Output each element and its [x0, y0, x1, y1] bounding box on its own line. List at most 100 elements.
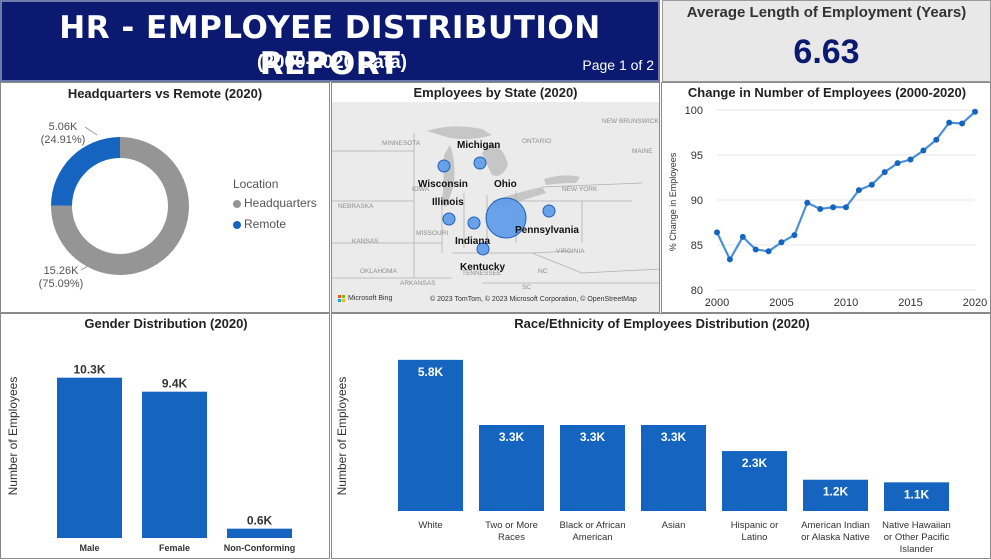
bar[interactable] — [398, 359, 463, 511]
bg-label-newbrunswick: NEW BRUNSWICK — [602, 118, 659, 125]
hq-leader-line — [80, 259, 100, 271]
data-point-2007[interactable] — [804, 199, 811, 206]
hq-pct-label: (75.09%) — [39, 278, 84, 290]
bg-label-ontario: ONTARIO — [522, 138, 551, 145]
data-point-2016[interactable] — [920, 147, 927, 154]
donut-slice-remote[interactable] — [51, 137, 120, 206]
line-yticks: 80 85 90 95 100 — [685, 105, 703, 297]
gender-bars[interactable]: 10.3K Male 9.4K Female 0.6K Non-Conforming — [57, 363, 295, 553]
bar[interactable] — [57, 377, 122, 538]
bubble-illinois[interactable] — [442, 212, 456, 226]
category-label: Latino — [742, 532, 768, 543]
state-map-panel[interactable]: Employees by State (2020) — [331, 82, 660, 313]
bg-label-minnesota: MINNESOTA — [382, 140, 421, 147]
data-point-2002[interactable] — [739, 233, 746, 240]
map-bubbles[interactable] — [437, 156, 556, 256]
bing-logo — [338, 295, 345, 302]
data-point-2009[interactable] — [830, 204, 837, 211]
data-point-2000[interactable] — [714, 229, 720, 236]
bubble-pennsylvania[interactable] — [542, 204, 556, 218]
category-label: or Other Pacific — [884, 532, 950, 543]
bar[interactable] — [722, 451, 787, 511]
category-label: Native Hawaiian — [882, 520, 951, 531]
bg-label-virginia: VIRGINIA — [556, 248, 585, 255]
bar[interactable] — [142, 391, 207, 538]
page-indicator[interactable]: Page 1 of 2 — [582, 57, 654, 73]
category-label: Female — [159, 543, 190, 553]
map-attribution[interactable]: © 2023 TomTom, © 2023 Microsoft Corporat… — [430, 296, 637, 303]
category-label: Male — [79, 543, 99, 553]
race-panel[interactable]: Race/Ethnicity of Employees Distribution… — [331, 313, 991, 559]
category-label: Hispanic or — [731, 520, 779, 531]
bubble-kentucky[interactable] — [476, 242, 490, 256]
data-point-2010[interactable] — [843, 204, 849, 211]
data-point-2020[interactable] — [972, 108, 978, 115]
employee-change-chart[interactable]: Change in Number of Employees (2000-2020… — [662, 83, 991, 314]
data-point-2017[interactable] — [933, 136, 940, 143]
data-point-2004[interactable] — [765, 248, 772, 255]
bar-value-label: 3.3K — [499, 430, 525, 444]
race-chart-title: Race/Ethnicity of Employees Distribution… — [514, 316, 809, 331]
ytick-label: 100 — [685, 105, 703, 117]
data-point-2012[interactable] — [868, 181, 875, 188]
label-ohio: Ohio — [494, 179, 517, 190]
label-indiana: Indiana — [455, 236, 491, 247]
data-point-2015[interactable] — [907, 156, 914, 163]
data-point-2006[interactable] — [791, 232, 798, 239]
line-chart-title: Change in Number of Employees (2000-2020… — [688, 85, 966, 100]
bubble-indiana[interactable] — [467, 216, 481, 230]
data-point-2008[interactable] — [817, 206, 824, 212]
data-point-2011[interactable] — [855, 187, 862, 194]
hq-remote-panel[interactable]: Headquarters vs Remote (2020) 5.06K (24.… — [0, 82, 330, 313]
bar[interactable] — [560, 425, 625, 511]
data-point-2013[interactable] — [881, 169, 888, 176]
legend-remote[interactable]: Remote — [233, 217, 286, 231]
data-point-2019[interactable] — [959, 120, 966, 127]
bubble-michigan[interactable] — [473, 156, 487, 170]
employee-change-panel[interactable]: Change in Number of Employees (2000-2020… — [661, 82, 991, 313]
bing-text: Microsoft Bing — [348, 295, 393, 302]
bg-label-arkansas: ARKANSAS — [400, 280, 436, 287]
ytick-label: 95 — [691, 150, 703, 162]
bar[interactable] — [227, 528, 292, 538]
label-illinois: Illinois — [432, 197, 464, 208]
bg-label-iowa: IOWA — [412, 186, 430, 193]
series-line — [716, 110, 976, 262]
gender-chart[interactable]: Gender Distribution (2020) Number of Emp… — [1, 314, 331, 560]
bg-label-kansas: KANSAS — [352, 238, 379, 245]
bar[interactable] — [641, 425, 706, 511]
data-point-2014[interactable] — [894, 160, 901, 167]
hq-value-label: 15.26K — [44, 265, 80, 277]
ytick-label: 90 — [691, 195, 703, 207]
gender-chart-title: Gender Distribution (2020) — [84, 316, 247, 331]
legend-headquarters-label: Headquarters — [244, 196, 317, 210]
label-michigan: Michigan — [457, 140, 501, 151]
data-point-2003[interactable] — [752, 246, 759, 253]
bg-label-nc: NC — [538, 268, 548, 275]
line-series[interactable] — [714, 108, 978, 263]
data-point-2005[interactable] — [778, 239, 785, 246]
bar-value-label: 2.3K — [742, 456, 768, 470]
donut-group[interactable] — [51, 137, 190, 275]
legend-headquarters[interactable]: Headquarters — [233, 196, 317, 210]
category-label: White — [418, 520, 442, 531]
bar[interactable] — [479, 425, 544, 511]
bar-value-label: 9.4K — [162, 377, 188, 391]
data-point-2018[interactable] — [946, 119, 953, 126]
state-map[interactable]: MINNESOTA NEBRASKA KANSAS OKLAHOMA ARKAN… — [332, 83, 660, 313]
kpi-value: 6.63 — [793, 33, 860, 71]
bubble-ohio[interactable] — [485, 197, 527, 239]
bar[interactable] — [884, 482, 949, 511]
donut-chart[interactable]: 5.06K (24.91%) 15.26K (75.09%) — [1, 83, 331, 314]
category-label: Two or More — [485, 520, 538, 531]
donut-slice-headquarters[interactable] — [51, 137, 190, 275]
data-point-2001[interactable] — [726, 256, 733, 263]
gender-panel[interactable]: Gender Distribution (2020) Number of Emp… — [0, 313, 330, 559]
label-wisconsin: Wisconsin — [418, 179, 468, 190]
legend-dot-gray — [233, 199, 241, 208]
bubble-wisconsin[interactable] — [437, 159, 451, 173]
race-chart[interactable]: Race/Ethnicity of Employees Distribution… — [332, 314, 991, 560]
bar[interactable] — [803, 479, 868, 511]
ytick-label: 85 — [691, 240, 703, 252]
